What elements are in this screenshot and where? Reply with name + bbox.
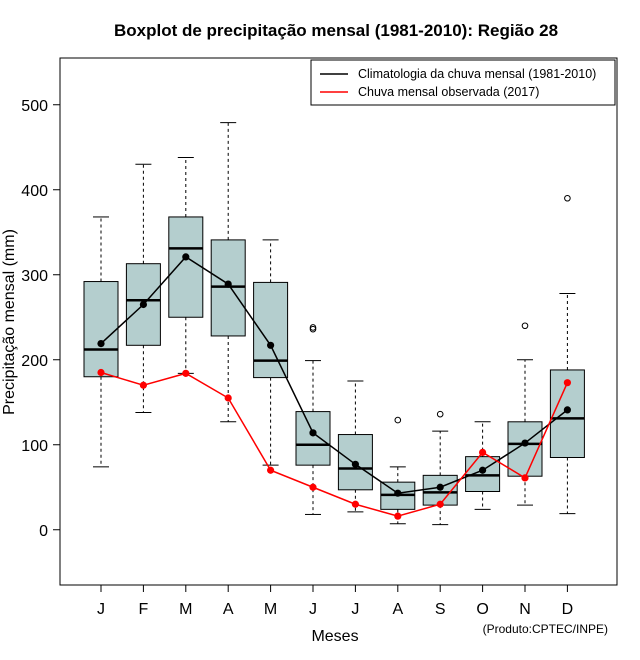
box-J: [83, 216, 119, 468]
series-point-climatology: [309, 429, 317, 437]
series-point-climatology: [479, 466, 487, 474]
x-tick-label: M: [264, 601, 277, 618]
y-tick-label: 500: [21, 98, 48, 115]
series-point-observed: [139, 381, 147, 389]
box-iqr: [507, 421, 543, 477]
series-point-climatology: [436, 483, 444, 491]
series-point-observed: [563, 379, 572, 387]
x-axis-label: Meses: [311, 628, 358, 645]
series-point-observed: [224, 394, 232, 402]
legend-label-observed: Chuva mensal observada (2017): [358, 85, 539, 99]
series-point-climatology: [182, 253, 190, 261]
y-axis: 0 100 200 300 400 500: [21, 98, 60, 540]
box-O: [465, 421, 501, 510]
series-point-observed: [182, 369, 190, 377]
x-tick-label: O: [476, 601, 488, 618]
plot-frame: [59, 57, 618, 586]
x-tick-label: J: [97, 601, 105, 618]
legend-label-climatology: Climatologia da chuva mensal (1981-2010): [358, 67, 596, 81]
series-point-observed: [309, 483, 317, 491]
boxes-layer: [83, 122, 585, 526]
legend: Climatologia da chuva mensal (1981-2010)…: [310, 59, 616, 106]
box-iqr: [83, 281, 119, 378]
box-A: [380, 416, 416, 525]
x-tick-label: A: [223, 601, 234, 618]
x-tick-label: J: [351, 601, 359, 618]
box-J: [337, 380, 373, 513]
box-A: [210, 122, 246, 423]
box-J: [295, 324, 331, 515]
legend-box: [310, 59, 616, 106]
series-point-observed: [436, 500, 444, 508]
series-layer: [97, 253, 572, 520]
box-F: [125, 163, 161, 413]
y-tick-label: 200: [21, 353, 48, 370]
series-point-observed: [521, 474, 529, 482]
outlier-point: [394, 416, 402, 424]
series-point-observed: [267, 466, 275, 474]
series-point-climatology: [394, 489, 402, 497]
box-M: [253, 239, 289, 466]
y-tick-label: 300: [21, 268, 48, 285]
series-point-climatology: [351, 460, 359, 468]
series-point-climatology: [521, 439, 529, 447]
chart-title: Boxplot de precipitação mensal (1981-201…: [114, 21, 558, 40]
series-point-observed: [479, 448, 487, 456]
box-iqr: [210, 239, 246, 337]
y-tick-label: 100: [21, 438, 48, 455]
credit-text: (Produto:CPTEC/INPE): [483, 622, 608, 636]
x-tick-label: S: [435, 601, 446, 618]
series-point-observed: [351, 500, 359, 508]
y-axis-label: Precipitação mensal (mm): [1, 229, 18, 415]
box-iqr: [295, 411, 331, 466]
outlier-point: [564, 194, 571, 202]
outlier-point: [436, 410, 444, 418]
series-point-climatology: [139, 300, 147, 309]
y-tick-label: 0: [39, 523, 48, 540]
series-point-climatology: [224, 280, 232, 288]
series-point-observed: [394, 512, 402, 520]
y-tick-label: 400: [21, 183, 48, 200]
x-tick-label: J: [309, 601, 317, 618]
x-tick-label: A: [392, 601, 403, 618]
series-line-climatology: [100, 255, 568, 494]
outlier-point: [309, 324, 317, 331]
outlier-point: [521, 322, 529, 330]
x-tick-label: F: [139, 601, 149, 618]
series-point-observed: [97, 368, 105, 377]
series-line-observed: [100, 371, 569, 517]
series-point-climatology: [267, 341, 275, 349]
x-tick-label: N: [519, 601, 531, 618]
box-D: [549, 194, 585, 515]
series-point-climatology: [563, 406, 572, 414]
box-iqr: [168, 216, 204, 318]
x-tick-label: D: [562, 601, 574, 618]
series-point-climatology: [97, 340, 105, 348]
box-iqr: [253, 281, 289, 379]
box-N: [507, 322, 543, 506]
x-tick-label: M: [179, 601, 192, 618]
